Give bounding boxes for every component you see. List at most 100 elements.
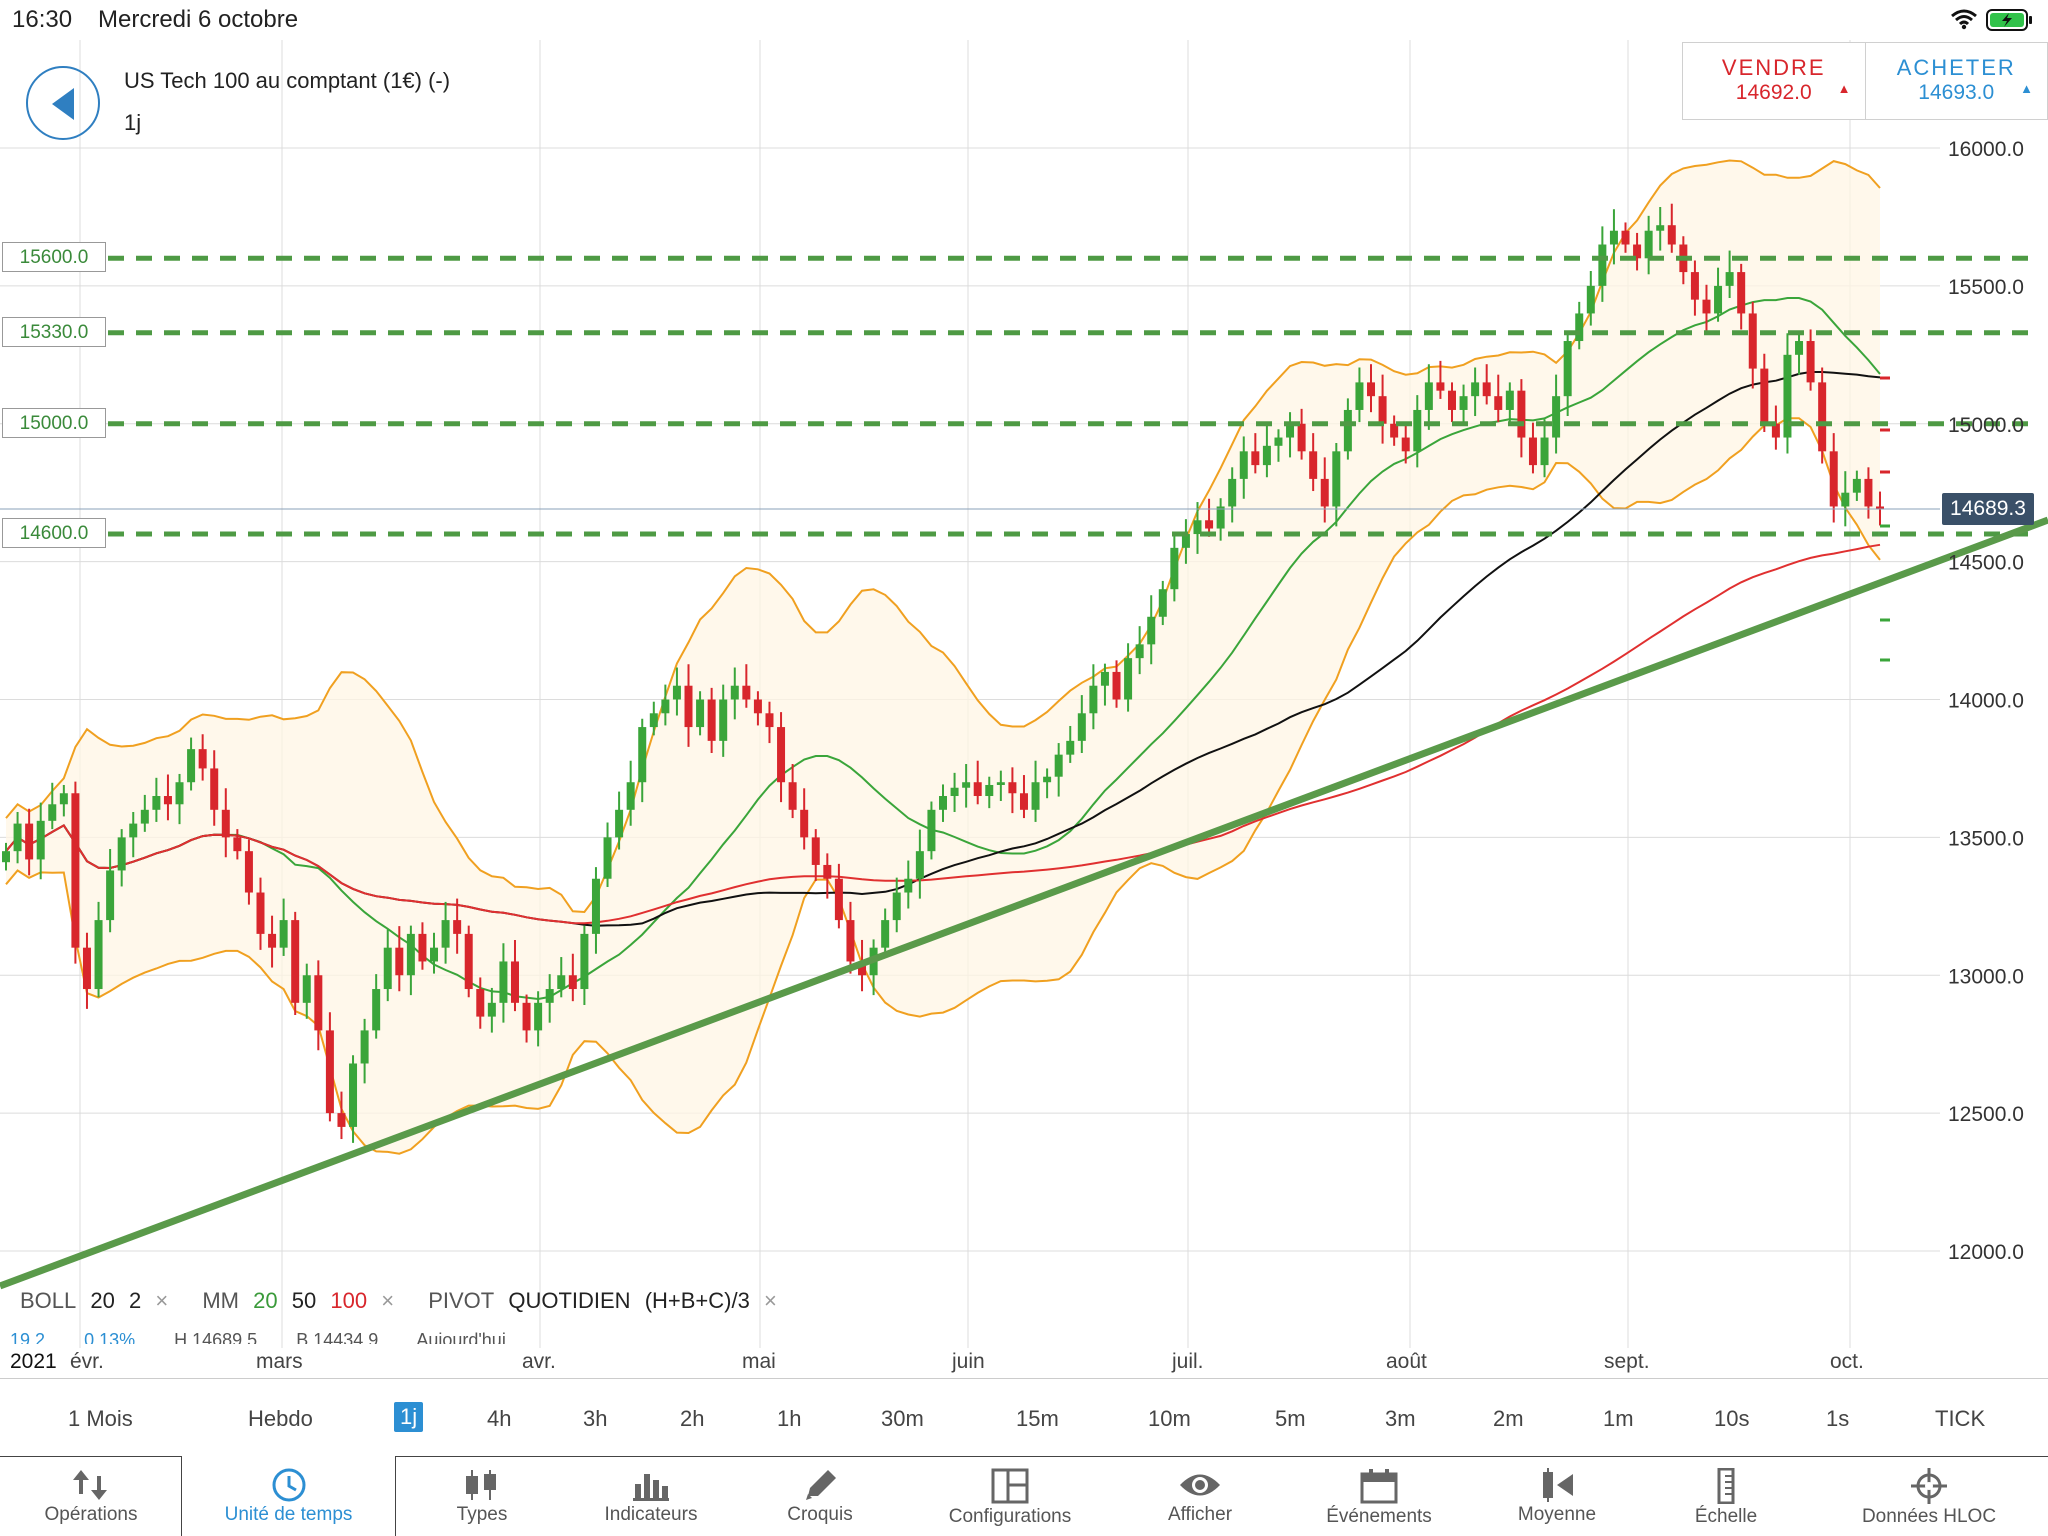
- mm-period-1: 20: [253, 1288, 278, 1313]
- tf-3m[interactable]: 3m: [1385, 1406, 1416, 1431]
- price-chart[interactable]: 16000.0 15500.0 15000.0 14500.0 14000.0 13500…: [0, 40, 2048, 1348]
- candle-body: [834, 878, 843, 921]
- scale-icon: [1717, 1468, 1735, 1504]
- candle-body: [1829, 451, 1838, 507]
- boll-remove-icon[interactable]: ×: [155, 1288, 169, 1313]
- day-low: B 14434.9: [296, 1330, 379, 1344]
- candle-body: [1748, 313, 1757, 369]
- candle-body: [1690, 272, 1699, 300]
- trendline[interactable]: [0, 516, 2048, 1290]
- toolbar-timeframe[interactable]: Unité de temps: [182, 1456, 395, 1536]
- tf-1s[interactable]: 1s: [1826, 1406, 1850, 1431]
- toolbar-average[interactable]: Moyenne: [1472, 1456, 1642, 1536]
- tf-2m[interactable]: 2m: [1493, 1406, 1524, 1431]
- candle-body: [1147, 616, 1156, 645]
- candle-body: [140, 809, 149, 824]
- candle-body: [892, 892, 901, 921]
- tf-tick[interactable]: TICK: [1935, 1406, 1986, 1431]
- pivot-label[interactable]: PIVOT: [428, 1288, 495, 1313]
- candle-body: [129, 823, 138, 838]
- candle-body: [36, 820, 45, 860]
- clock-icon: [272, 1468, 305, 1502]
- candles-icon: [466, 1470, 496, 1500]
- level-label[interactable]: 14600.0: [2, 518, 106, 549]
- tf-1h[interactable]: 1h: [777, 1406, 802, 1431]
- tf-1-mois[interactable]: 1 Mois: [68, 1406, 133, 1431]
- candle-body: [1077, 713, 1086, 741]
- level-label[interactable]: 15330.0: [2, 316, 106, 347]
- candle-body: [163, 796, 172, 805]
- candle-body: [1447, 390, 1456, 410]
- tf-3h[interactable]: 3h: [583, 1406, 608, 1431]
- time-axis: 2021 évr. mars avr. mai juin juil. août …: [0, 1348, 2048, 1379]
- toolbar-scale[interactable]: Échelle: [1642, 1456, 1810, 1536]
- candle-body: [1540, 437, 1549, 466]
- mm-remove-icon[interactable]: ×: [381, 1288, 395, 1313]
- candle-body: [684, 685, 693, 728]
- tf-15m[interactable]: 15m: [1016, 1406, 1059, 1431]
- level-label[interactable]: 15000.0: [2, 407, 106, 438]
- tf-10m[interactable]: 10m: [1148, 1406, 1191, 1431]
- candle-body: [256, 892, 265, 934]
- candle-body: [904, 878, 913, 893]
- level-label[interactable]: 15600.0: [2, 242, 106, 273]
- toolbar-types[interactable]: Types: [396, 1456, 568, 1536]
- wifi-icon: [1950, 8, 1978, 35]
- candle-body: [1332, 451, 1341, 507]
- tf-4h[interactable]: 4h: [487, 1406, 512, 1431]
- candle-body: [25, 823, 34, 860]
- pivot-mode: QUOTIDIEN: [508, 1288, 631, 1313]
- toolbar-events-label: Événements: [1326, 1506, 1432, 1527]
- tf-30m[interactable]: 30m: [881, 1406, 924, 1431]
- pivot-remove-icon[interactable]: ×: [763, 1288, 777, 1313]
- indicator-legend: BOLL 20 2 × MM 20 50 100 × PIVOT QUOTIDI…: [20, 1288, 805, 1314]
- tf-1j[interactable]: 1j: [394, 1402, 424, 1432]
- mm-label[interactable]: MM: [202, 1288, 240, 1313]
- candle-body: [742, 685, 751, 700]
- toolbar-sketch[interactable]: Croquis: [734, 1456, 906, 1536]
- candle-body: [1459, 396, 1468, 410]
- toolbar-configurations[interactable]: Configurations: [906, 1456, 1114, 1536]
- axis-month-jun: juin: [952, 1350, 985, 1373]
- candle-body: [591, 878, 600, 934]
- support-levels: [108, 255, 2040, 537]
- candle-body: [1124, 658, 1133, 700]
- candle-body: [1390, 423, 1399, 438]
- candle-body: [753, 699, 762, 714]
- candle-body: [1205, 520, 1214, 529]
- candle-body: [1621, 230, 1630, 245]
- candle-body: [1262, 445, 1271, 466]
- toolbar-events[interactable]: Événements: [1286, 1456, 1472, 1536]
- boll-label[interactable]: BOLL: [20, 1288, 77, 1313]
- toolbar-display-label: Afficher: [1167, 1504, 1233, 1525]
- candle-body: [175, 782, 184, 805]
- toolbar-display[interactable]: Afficher: [1114, 1456, 1286, 1536]
- tf-hebdo[interactable]: Hebdo: [248, 1406, 313, 1431]
- tf-5m[interactable]: 5m: [1275, 1406, 1306, 1431]
- toolbar-hloc-data[interactable]: Données HLOC: [1810, 1456, 2048, 1536]
- toolbar-indicators[interactable]: Indicateurs: [568, 1456, 734, 1536]
- tf-2h[interactable]: 2h: [680, 1406, 705, 1431]
- candle-body: [881, 920, 890, 948]
- bollinger-bands: [5, 159, 1881, 1155]
- candle-body: [534, 1002, 543, 1031]
- bar-chart-icon: [633, 1474, 669, 1501]
- candle-body: [1633, 244, 1642, 259]
- change-points: 19.2: [10, 1330, 46, 1344]
- sell-button[interactable]: VENDRE 14692.0 ▲: [1683, 43, 1865, 119]
- candle-body: [1043, 776, 1052, 783]
- back-button[interactable]: [26, 66, 100, 140]
- buy-button[interactable]: ACHETER 14693.0 ▲: [1864, 43, 2048, 119]
- candle-body: [337, 1113, 346, 1127]
- candle-body: [1193, 520, 1202, 535]
- tf-10s[interactable]: 10s: [1714, 1406, 1750, 1431]
- price-axis-label: 13000.0: [1948, 965, 2024, 988]
- toolbar-operations[interactable]: Opérations: [0, 1456, 182, 1536]
- tf-1m[interactable]: 1m: [1603, 1406, 1634, 1431]
- timeframe-label: 1j: [124, 110, 142, 135]
- candle-body: [71, 793, 80, 948]
- instrument-title: US Tech 100 au comptant (1€) (-): [124, 68, 451, 93]
- average-icon: [1543, 1468, 1573, 1502]
- candle-body: [1297, 423, 1306, 452]
- bollinger-fill: [6, 160, 1880, 1154]
